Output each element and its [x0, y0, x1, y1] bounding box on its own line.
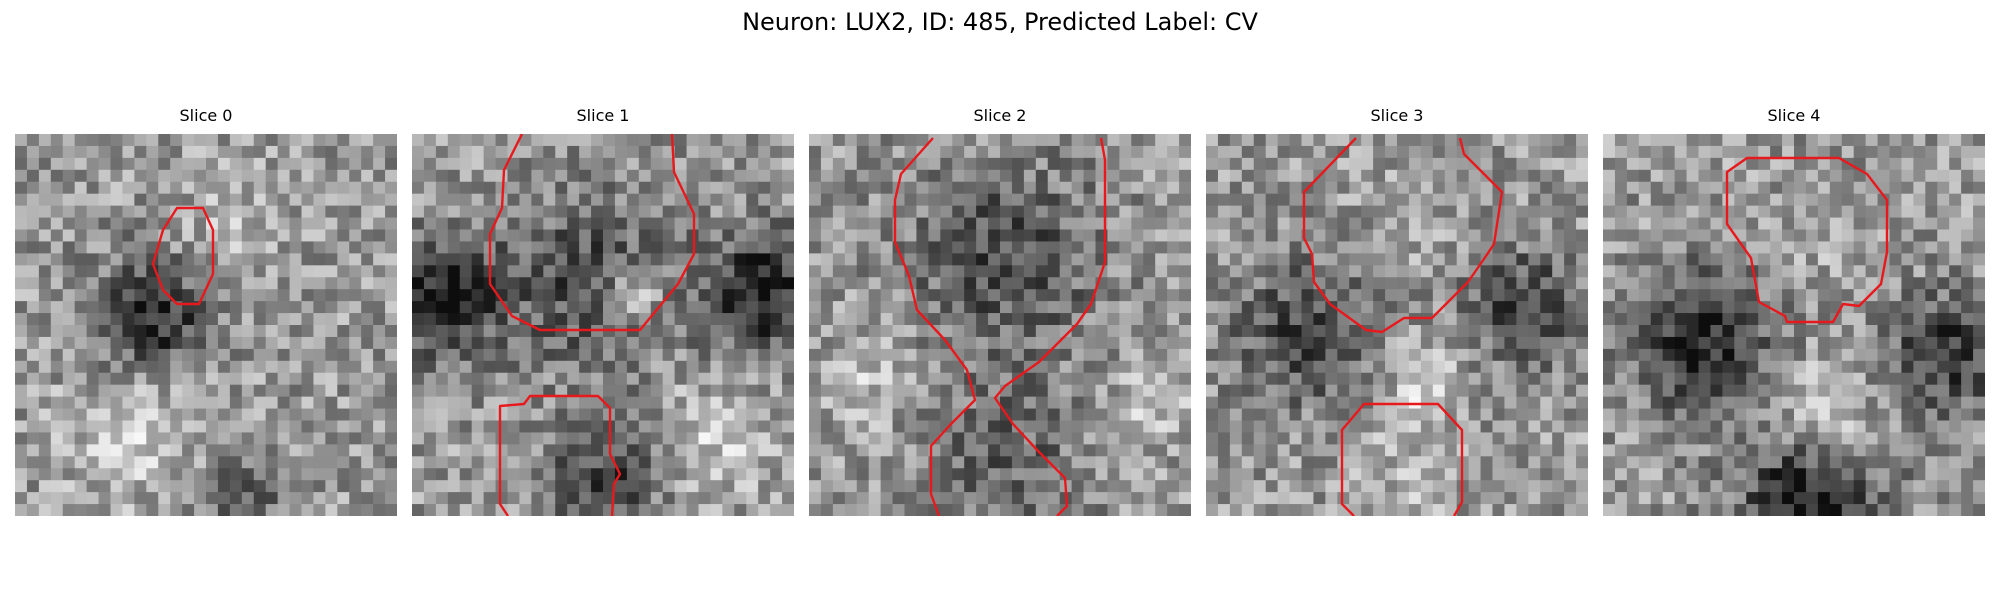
- grayscale-slice-4: [1603, 134, 1985, 516]
- grayscale-slice-0: [15, 134, 397, 516]
- slice-image-1: [412, 134, 794, 516]
- grayscale-slice-3: [1206, 134, 1588, 516]
- slice-image-4: [1603, 134, 1985, 516]
- slice-panel-2: Slice 2: [809, 106, 1191, 516]
- slice-title-3: Slice 3: [1206, 106, 1588, 128]
- slice-panel-3: Slice 3: [1206, 106, 1588, 516]
- slice-panel-4: Slice 4: [1603, 106, 1985, 516]
- figure-title: Neuron: LUX2, ID: 485, Predicted Label: …: [0, 6, 2000, 38]
- slice-panel-1: Slice 1: [412, 106, 794, 516]
- slice-title-0: Slice 0: [15, 106, 397, 128]
- grayscale-slice-1: [412, 134, 794, 516]
- slice-image-0: [15, 134, 397, 516]
- slice-image-2: [809, 134, 1191, 516]
- slice-title-4: Slice 4: [1603, 106, 1985, 128]
- slice-title-2: Slice 2: [809, 106, 1191, 128]
- slice-image-3: [1206, 134, 1588, 516]
- slice-title-1: Slice 1: [412, 106, 794, 128]
- grayscale-slice-2: [809, 134, 1191, 516]
- slice-panel-0: Slice 0: [15, 106, 397, 516]
